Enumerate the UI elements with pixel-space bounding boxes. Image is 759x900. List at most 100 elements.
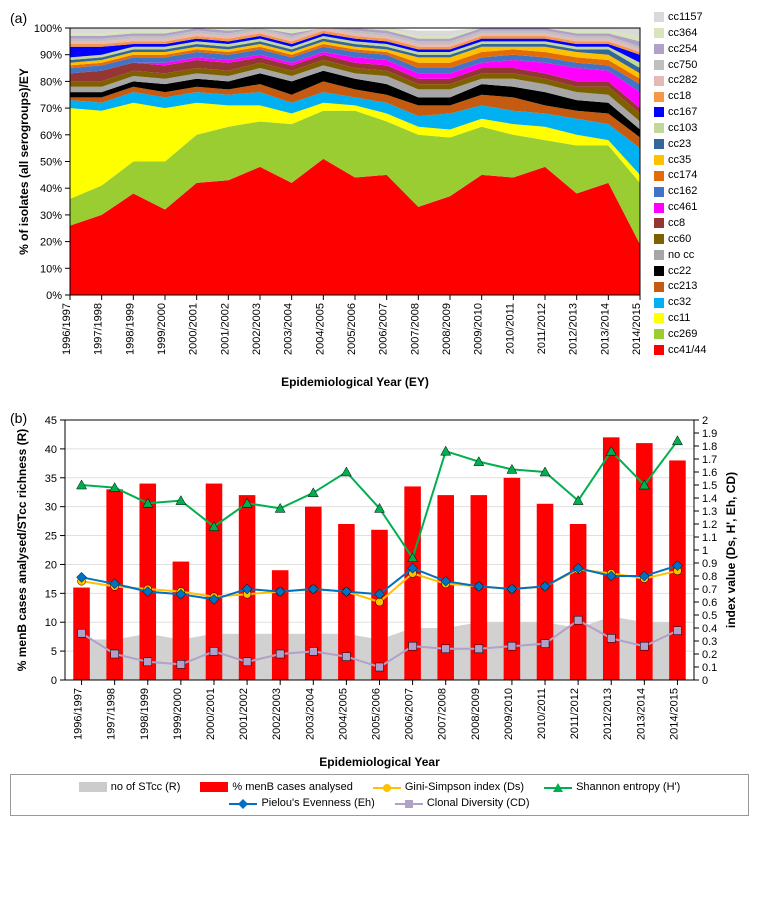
legend-label: cc254: [668, 42, 697, 57]
legend-item: no of STcc (R): [79, 781, 181, 793]
legend-item: cc750: [654, 58, 707, 73]
legend-swatch: [654, 345, 664, 355]
svg-text:2002/2003: 2002/2003: [271, 688, 283, 740]
legend-swatch: [654, 187, 664, 197]
legend-item: cc174: [654, 168, 707, 183]
legend-label: cc282: [668, 73, 697, 88]
svg-text:Epidemiological Year (EY): Epidemiological Year (EY): [281, 375, 429, 389]
legend-label: no cc: [668, 248, 694, 263]
legend-swatch: [229, 798, 257, 808]
legend-item: cc213: [654, 279, 707, 294]
legend-swatch: [654, 44, 664, 54]
legend-swatch: [654, 234, 664, 244]
svg-text:20%: 20%: [40, 237, 62, 249]
legend-item: cc254: [654, 42, 707, 57]
svg-text:2009/2010: 2009/2010: [503, 688, 515, 740]
legend-label: cc269: [668, 327, 697, 342]
svg-text:index value (Ds, H', Eh, CD): index value (Ds, H', Eh, CD): [724, 472, 738, 628]
svg-text:2012/2013: 2012/2013: [602, 688, 614, 740]
legend-label: cc32: [668, 295, 691, 310]
legend-label: cc174: [668, 168, 697, 183]
legend-label: Gini-Simpson index (Ds): [405, 781, 524, 793]
legend-label: no of STcc (R): [111, 781, 181, 793]
svg-text:80%: 80%: [40, 76, 62, 88]
legend-label: Shannon entropy (H'): [576, 781, 680, 793]
legend-item: Pielou's Evenness (Eh): [229, 797, 374, 809]
legend-label: cc162: [668, 184, 697, 199]
svg-text:0: 0: [51, 675, 57, 687]
svg-text:2010/2011: 2010/2011: [504, 303, 516, 354]
legend-label: cc11: [668, 311, 690, 326]
svg-text:2002/2003: 2002/2003: [251, 303, 263, 355]
svg-text:2000/2001: 2000/2001: [205, 688, 217, 740]
svg-text:90%: 90%: [40, 50, 62, 62]
svg-text:2: 2: [702, 415, 708, 427]
panel-b: (b) 05101520253035404500.10.20.30.40.50.…: [10, 410, 749, 816]
svg-text:1.1: 1.1: [702, 532, 717, 544]
legend-item: cc32: [654, 295, 707, 310]
legend-label: cc23: [668, 137, 691, 152]
svg-text:2000/2001: 2000/2001: [188, 303, 200, 355]
legend-item: % menB cases analysed: [200, 781, 352, 793]
svg-text:15: 15: [45, 588, 57, 600]
svg-text:0.6: 0.6: [702, 597, 717, 609]
svg-text:0.3: 0.3: [702, 636, 717, 648]
legend-label: cc60: [668, 232, 691, 247]
legend-swatch: [654, 329, 664, 339]
legend-label: cc35: [668, 153, 691, 168]
svg-text:0: 0: [702, 675, 708, 687]
legend-item: cc60: [654, 232, 707, 247]
legend-swatch: [200, 782, 228, 792]
legend-item: cc162: [654, 184, 707, 199]
legend-swatch: [654, 107, 664, 117]
svg-text:% menB cases analysed/STcc ric: % menB cases analysed/STcc richness (R): [15, 429, 29, 672]
svg-text:2004/2005: 2004/2005: [337, 688, 349, 740]
svg-text:2014/2015: 2014/2015: [668, 688, 680, 740]
svg-text:1.2: 1.2: [702, 519, 717, 531]
legend-item: cc8: [654, 216, 707, 231]
legend-item: cc1157: [654, 10, 707, 25]
svg-text:1997/1998: 1997/1998: [93, 303, 105, 355]
legend-swatch: [654, 12, 664, 22]
svg-text:20: 20: [45, 559, 57, 571]
panel-a-legend: cc1157cc364cc254cc750cc282cc18cc167cc103…: [654, 10, 707, 359]
legend-swatch: [654, 123, 664, 133]
svg-text:2007/2008: 2007/2008: [409, 303, 421, 355]
svg-text:10: 10: [45, 617, 57, 629]
svg-text:1.3: 1.3: [702, 506, 717, 518]
legend-label: cc18: [668, 89, 691, 104]
svg-text:2013/2014: 2013/2014: [599, 303, 611, 355]
svg-text:0.9: 0.9: [702, 558, 717, 570]
legend-label: cc103: [668, 121, 697, 136]
svg-text:40%: 40%: [40, 183, 62, 195]
legend-item: Shannon entropy (H'): [544, 781, 680, 793]
svg-text:0.4: 0.4: [702, 623, 717, 635]
legend-swatch: [395, 798, 423, 808]
svg-text:0%: 0%: [46, 290, 62, 302]
svg-text:0.7: 0.7: [702, 584, 717, 596]
svg-text:50%: 50%: [40, 157, 62, 169]
svg-text:25: 25: [45, 531, 57, 543]
svg-text:60%: 60%: [40, 130, 62, 142]
legend-item: Clonal Diversity (CD): [395, 797, 530, 809]
legend-label: cc167: [668, 105, 697, 120]
legend-item: cc461: [654, 200, 707, 215]
legend-item: cc282: [654, 73, 707, 88]
legend-item: cc35: [654, 153, 707, 168]
svg-text:10%: 10%: [40, 263, 62, 275]
svg-text:2005/2006: 2005/2006: [371, 688, 383, 740]
svg-text:1.4: 1.4: [702, 493, 717, 505]
legend-swatch: [654, 282, 664, 292]
svg-text:35: 35: [45, 473, 57, 485]
legend-label: cc213: [668, 279, 697, 294]
legend-swatch: [373, 782, 401, 792]
legend-label: Pielou's Evenness (Eh): [261, 797, 374, 809]
legend-item: cc103: [654, 121, 707, 136]
legend-swatch: [654, 313, 664, 323]
svg-text:0.1: 0.1: [702, 662, 717, 674]
svg-text:2005/2006: 2005/2006: [346, 303, 358, 355]
svg-text:40: 40: [45, 444, 57, 456]
svg-text:1: 1: [702, 545, 708, 557]
svg-text:1.9: 1.9: [702, 428, 717, 440]
svg-text:2011/2012: 2011/2012: [569, 688, 581, 739]
